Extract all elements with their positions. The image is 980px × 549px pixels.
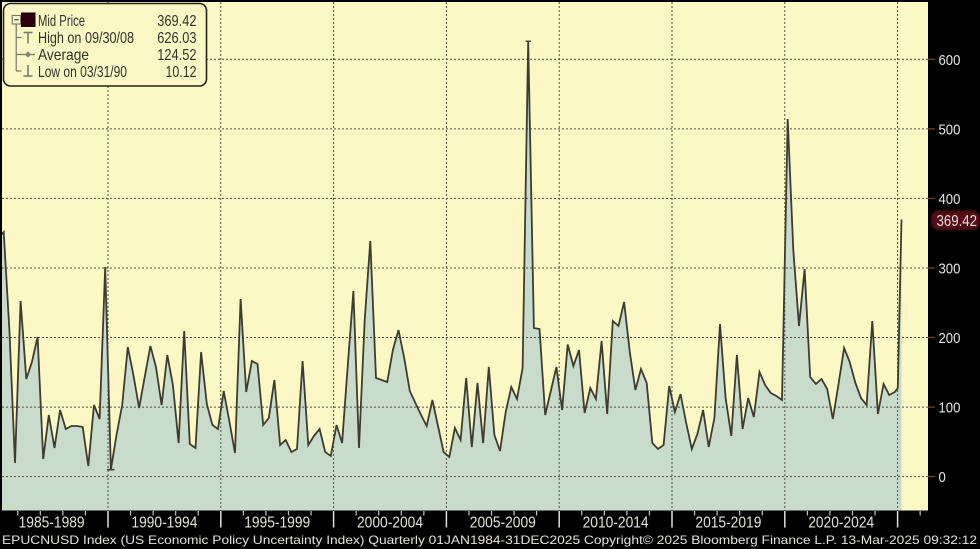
svg-text:2015-2019: 2015-2019	[695, 515, 761, 532]
svg-text:2020-2024: 2020-2024	[808, 515, 874, 532]
svg-text:1990-1994: 1990-1994	[131, 515, 197, 532]
svg-text:0: 0	[939, 469, 946, 486]
svg-text:Mid Price: Mid Price	[38, 13, 85, 30]
svg-text:2000-2004: 2000-2004	[357, 515, 423, 532]
svg-text:124.52: 124.52	[157, 47, 196, 64]
svg-text:200: 200	[939, 330, 961, 347]
svg-text:600: 600	[939, 52, 961, 69]
svg-text:2010-2014: 2010-2014	[583, 515, 649, 532]
svg-text:1995-1999: 1995-1999	[244, 515, 310, 532]
svg-text:100: 100	[939, 400, 961, 417]
svg-text:500: 500	[939, 121, 961, 138]
svg-text:1985-1989: 1985-1989	[19, 515, 85, 532]
svg-text:626.03: 626.03	[157, 30, 196, 47]
svg-text:369.42: 369.42	[157, 13, 196, 30]
svg-text:369.42: 369.42	[937, 213, 978, 230]
svg-text:300: 300	[939, 260, 961, 277]
svg-text:400: 400	[939, 191, 961, 208]
svg-text:10.12: 10.12	[166, 64, 197, 81]
svg-text:Average: Average	[38, 47, 89, 64]
svg-text:Low on 03/31/90: Low on 03/31/90	[38, 64, 127, 81]
svg-text:2005-2009: 2005-2009	[470, 515, 536, 532]
svg-text:High on 09/30/08: High on 09/30/08	[38, 30, 134, 47]
svg-text:EPUCNUSD Index (US Economic Po: EPUCNUSD Index (US Economic Policy Uncer…	[2, 533, 977, 547]
